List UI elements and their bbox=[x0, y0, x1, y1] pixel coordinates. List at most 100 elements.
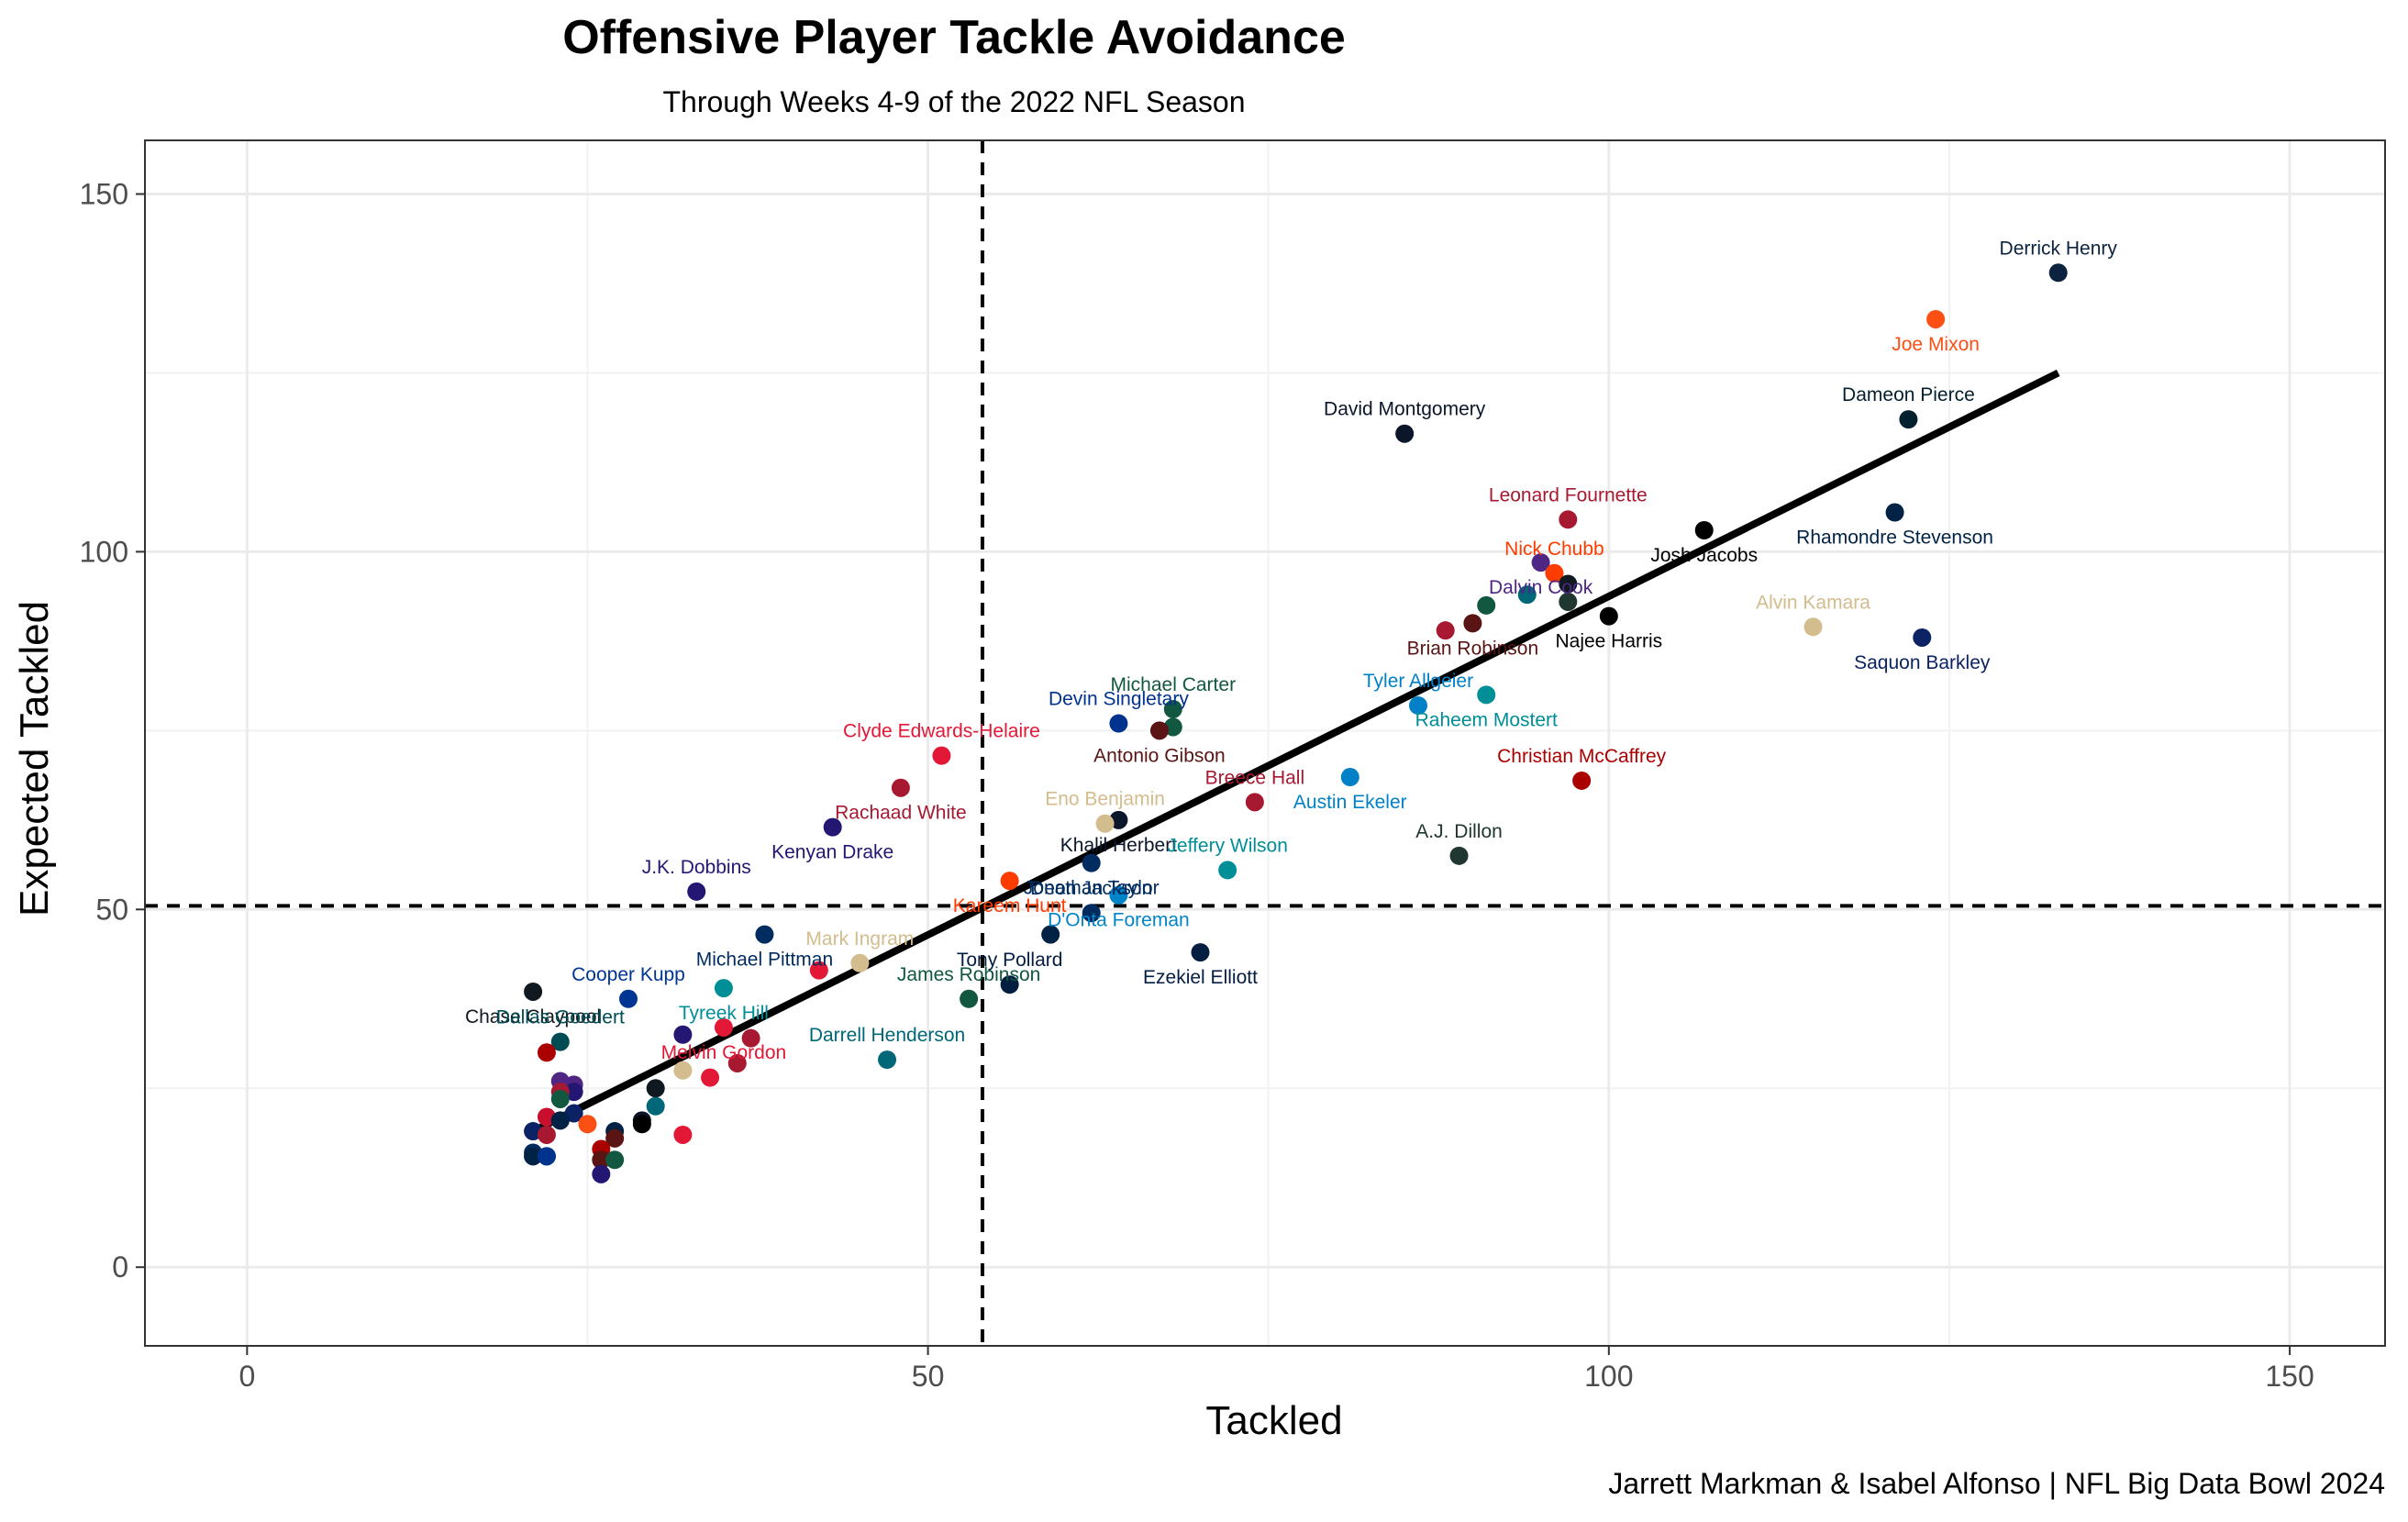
data-point bbox=[1340, 768, 1359, 787]
data-point bbox=[878, 1050, 897, 1070]
data-point bbox=[714, 1017, 733, 1037]
point-label: Eno Benjamin bbox=[1045, 789, 1165, 810]
data-point bbox=[1477, 595, 1496, 615]
data-point bbox=[1926, 309, 1946, 328]
data-point bbox=[592, 1150, 611, 1170]
y-tick-label: 0 bbox=[112, 1250, 128, 1283]
plot-panel bbox=[144, 139, 2386, 1347]
point-label: D'Onta Foreman bbox=[1048, 910, 1190, 931]
data-point bbox=[1218, 861, 1237, 880]
data-point bbox=[1517, 585, 1537, 605]
point-label: Saquon Barkley bbox=[1854, 652, 1991, 673]
data-point bbox=[524, 982, 543, 1001]
data-point bbox=[578, 1115, 597, 1134]
point-label: Nick Chubb bbox=[1504, 539, 1604, 560]
point-label: Michael Carter bbox=[1111, 674, 1237, 695]
data-point bbox=[1095, 814, 1115, 833]
point-label: Tyler Allgeier bbox=[1363, 671, 1473, 692]
x-axis-title: Tackled bbox=[1205, 1398, 1342, 1443]
data-point bbox=[1899, 410, 1918, 429]
data-point bbox=[1109, 885, 1128, 905]
data-point bbox=[1559, 510, 1578, 529]
chart-title: Offensive Player Tackle Avoidance bbox=[562, 11, 1346, 64]
data-point bbox=[755, 925, 774, 944]
data-point bbox=[1163, 699, 1182, 718]
point-label: Devin Singletary bbox=[1049, 689, 1189, 710]
y-tick-label: 150 bbox=[80, 177, 128, 210]
point-label: A.J. Dillon bbox=[1415, 821, 1503, 842]
point-label: Deon Jackson bbox=[1030, 878, 1152, 899]
point-label: David Montgomery bbox=[1324, 399, 1486, 420]
reference-lines bbox=[145, 140, 2385, 1346]
data-point bbox=[701, 1068, 720, 1087]
data-point bbox=[727, 1053, 747, 1072]
data-point bbox=[714, 979, 733, 998]
regression-line bbox=[531, 369, 2060, 1135]
point-label: Dameon Pierce bbox=[1842, 384, 1975, 405]
point-label: Dallas Goedert bbox=[496, 1007, 625, 1028]
data-point bbox=[1082, 904, 1101, 923]
data-point bbox=[1572, 771, 1592, 790]
data-point bbox=[1803, 617, 1823, 637]
chart-caption: Jarrett Markman & Isabel Alfonso | NFL B… bbox=[1608, 1467, 2385, 1500]
data-point bbox=[1885, 503, 1904, 522]
point-label: Austin Ekeler bbox=[1293, 792, 1407, 813]
data-point bbox=[2048, 263, 2068, 283]
data-point bbox=[1149, 721, 1169, 740]
data-point bbox=[1559, 574, 1578, 594]
data-point bbox=[564, 1083, 583, 1102]
data-point bbox=[632, 1115, 651, 1134]
data-point bbox=[592, 1164, 611, 1183]
data-point bbox=[537, 1147, 556, 1166]
point-label: Antonio Gibson bbox=[1093, 745, 1226, 766]
data-point bbox=[1000, 975, 1019, 994]
point-label: Clyde Edwards-Helaire bbox=[843, 721, 1040, 742]
data-point bbox=[1449, 846, 1469, 865]
data-point bbox=[1545, 563, 1564, 583]
data-point bbox=[537, 1043, 556, 1062]
point-label: Michael Pittman bbox=[696, 950, 833, 971]
y-tick-label: 50 bbox=[95, 893, 128, 926]
y-axis-title: Expected Tackled bbox=[12, 601, 57, 917]
data-point bbox=[673, 1061, 693, 1080]
point-label: Darrell Henderson bbox=[809, 1025, 965, 1046]
data-point bbox=[1477, 685, 1496, 705]
point-label: Breece Hall bbox=[1205, 767, 1305, 788]
x-tick-label: 150 bbox=[2265, 1360, 2314, 1393]
data-point bbox=[823, 817, 842, 837]
x-tick-label: 50 bbox=[912, 1360, 945, 1393]
data-point bbox=[550, 1032, 570, 1051]
point-label: Leonard Fournette bbox=[1489, 484, 1648, 505]
data-point bbox=[1694, 521, 1714, 540]
data-point bbox=[1463, 614, 1482, 633]
data-point bbox=[932, 746, 951, 765]
data-point bbox=[564, 1104, 583, 1123]
point-label: Joe Mixon bbox=[1892, 334, 1980, 355]
point-label: Josh Jacobs bbox=[1650, 545, 1758, 566]
data-point bbox=[1913, 628, 1932, 647]
data-point bbox=[1245, 793, 1264, 812]
data-point bbox=[618, 989, 638, 1008]
point-label: Najee Harris bbox=[1555, 631, 1662, 652]
point-label: Raheem Mostert bbox=[1415, 709, 1558, 730]
data-point bbox=[1395, 424, 1415, 443]
point-label: Kareem Hunt bbox=[953, 895, 1067, 917]
data-point bbox=[1000, 872, 1019, 891]
data-point bbox=[1531, 553, 1550, 572]
data-point bbox=[1409, 696, 1428, 716]
data-point bbox=[1559, 592, 1578, 611]
point-label: Brian Robinson bbox=[1407, 638, 1539, 659]
data-point bbox=[605, 1150, 625, 1170]
x-tick-label: 100 bbox=[1584, 1360, 1633, 1393]
data-point bbox=[537, 1125, 556, 1144]
data-point bbox=[741, 1028, 760, 1048]
data-point bbox=[673, 1025, 693, 1044]
point-label: Cooper Kupp bbox=[571, 964, 685, 985]
data-point bbox=[1041, 925, 1060, 944]
data-point bbox=[646, 1079, 665, 1098]
data-point bbox=[673, 1125, 693, 1144]
point-label: Rachaad White bbox=[835, 803, 967, 824]
point-label: Melvin Gordon bbox=[661, 1042, 787, 1063]
data-point bbox=[1191, 943, 1210, 962]
